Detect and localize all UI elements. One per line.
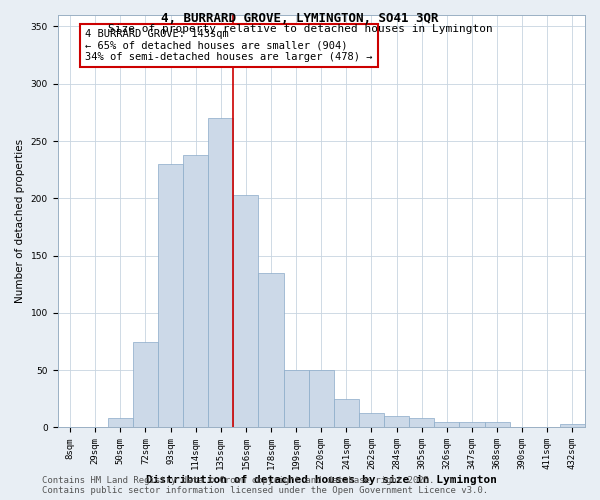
Bar [460,422,485,428]
Bar [158,164,183,427]
Bar [259,273,284,428]
Bar [208,118,233,428]
Y-axis label: Number of detached properties: Number of detached properties [15,139,25,304]
Bar [434,422,460,428]
Bar [108,418,133,428]
Text: 4 BURRARD GROVE: 143sqm
← 65% of detached houses are smaller (904)
34% of semi-d: 4 BURRARD GROVE: 143sqm ← 65% of detache… [85,28,373,62]
Bar [133,342,158,428]
Bar [284,370,309,428]
Bar [384,416,409,428]
Bar [309,370,334,428]
Bar [334,399,359,428]
X-axis label: Distribution of detached houses by size in Lymington: Distribution of detached houses by size … [146,475,497,485]
Bar [560,424,585,428]
Text: 4, BURRARD GROVE, LYMINGTON, SO41 3QR: 4, BURRARD GROVE, LYMINGTON, SO41 3QR [161,12,439,26]
Text: Size of property relative to detached houses in Lymington: Size of property relative to detached ho… [107,24,493,34]
Bar [233,195,259,428]
Bar [359,412,384,428]
Text: Contains HM Land Registry data © Crown copyright and database right 2025.
Contai: Contains HM Land Registry data © Crown c… [42,476,488,495]
Bar [409,418,434,428]
Bar [485,422,509,428]
Bar [183,155,208,427]
